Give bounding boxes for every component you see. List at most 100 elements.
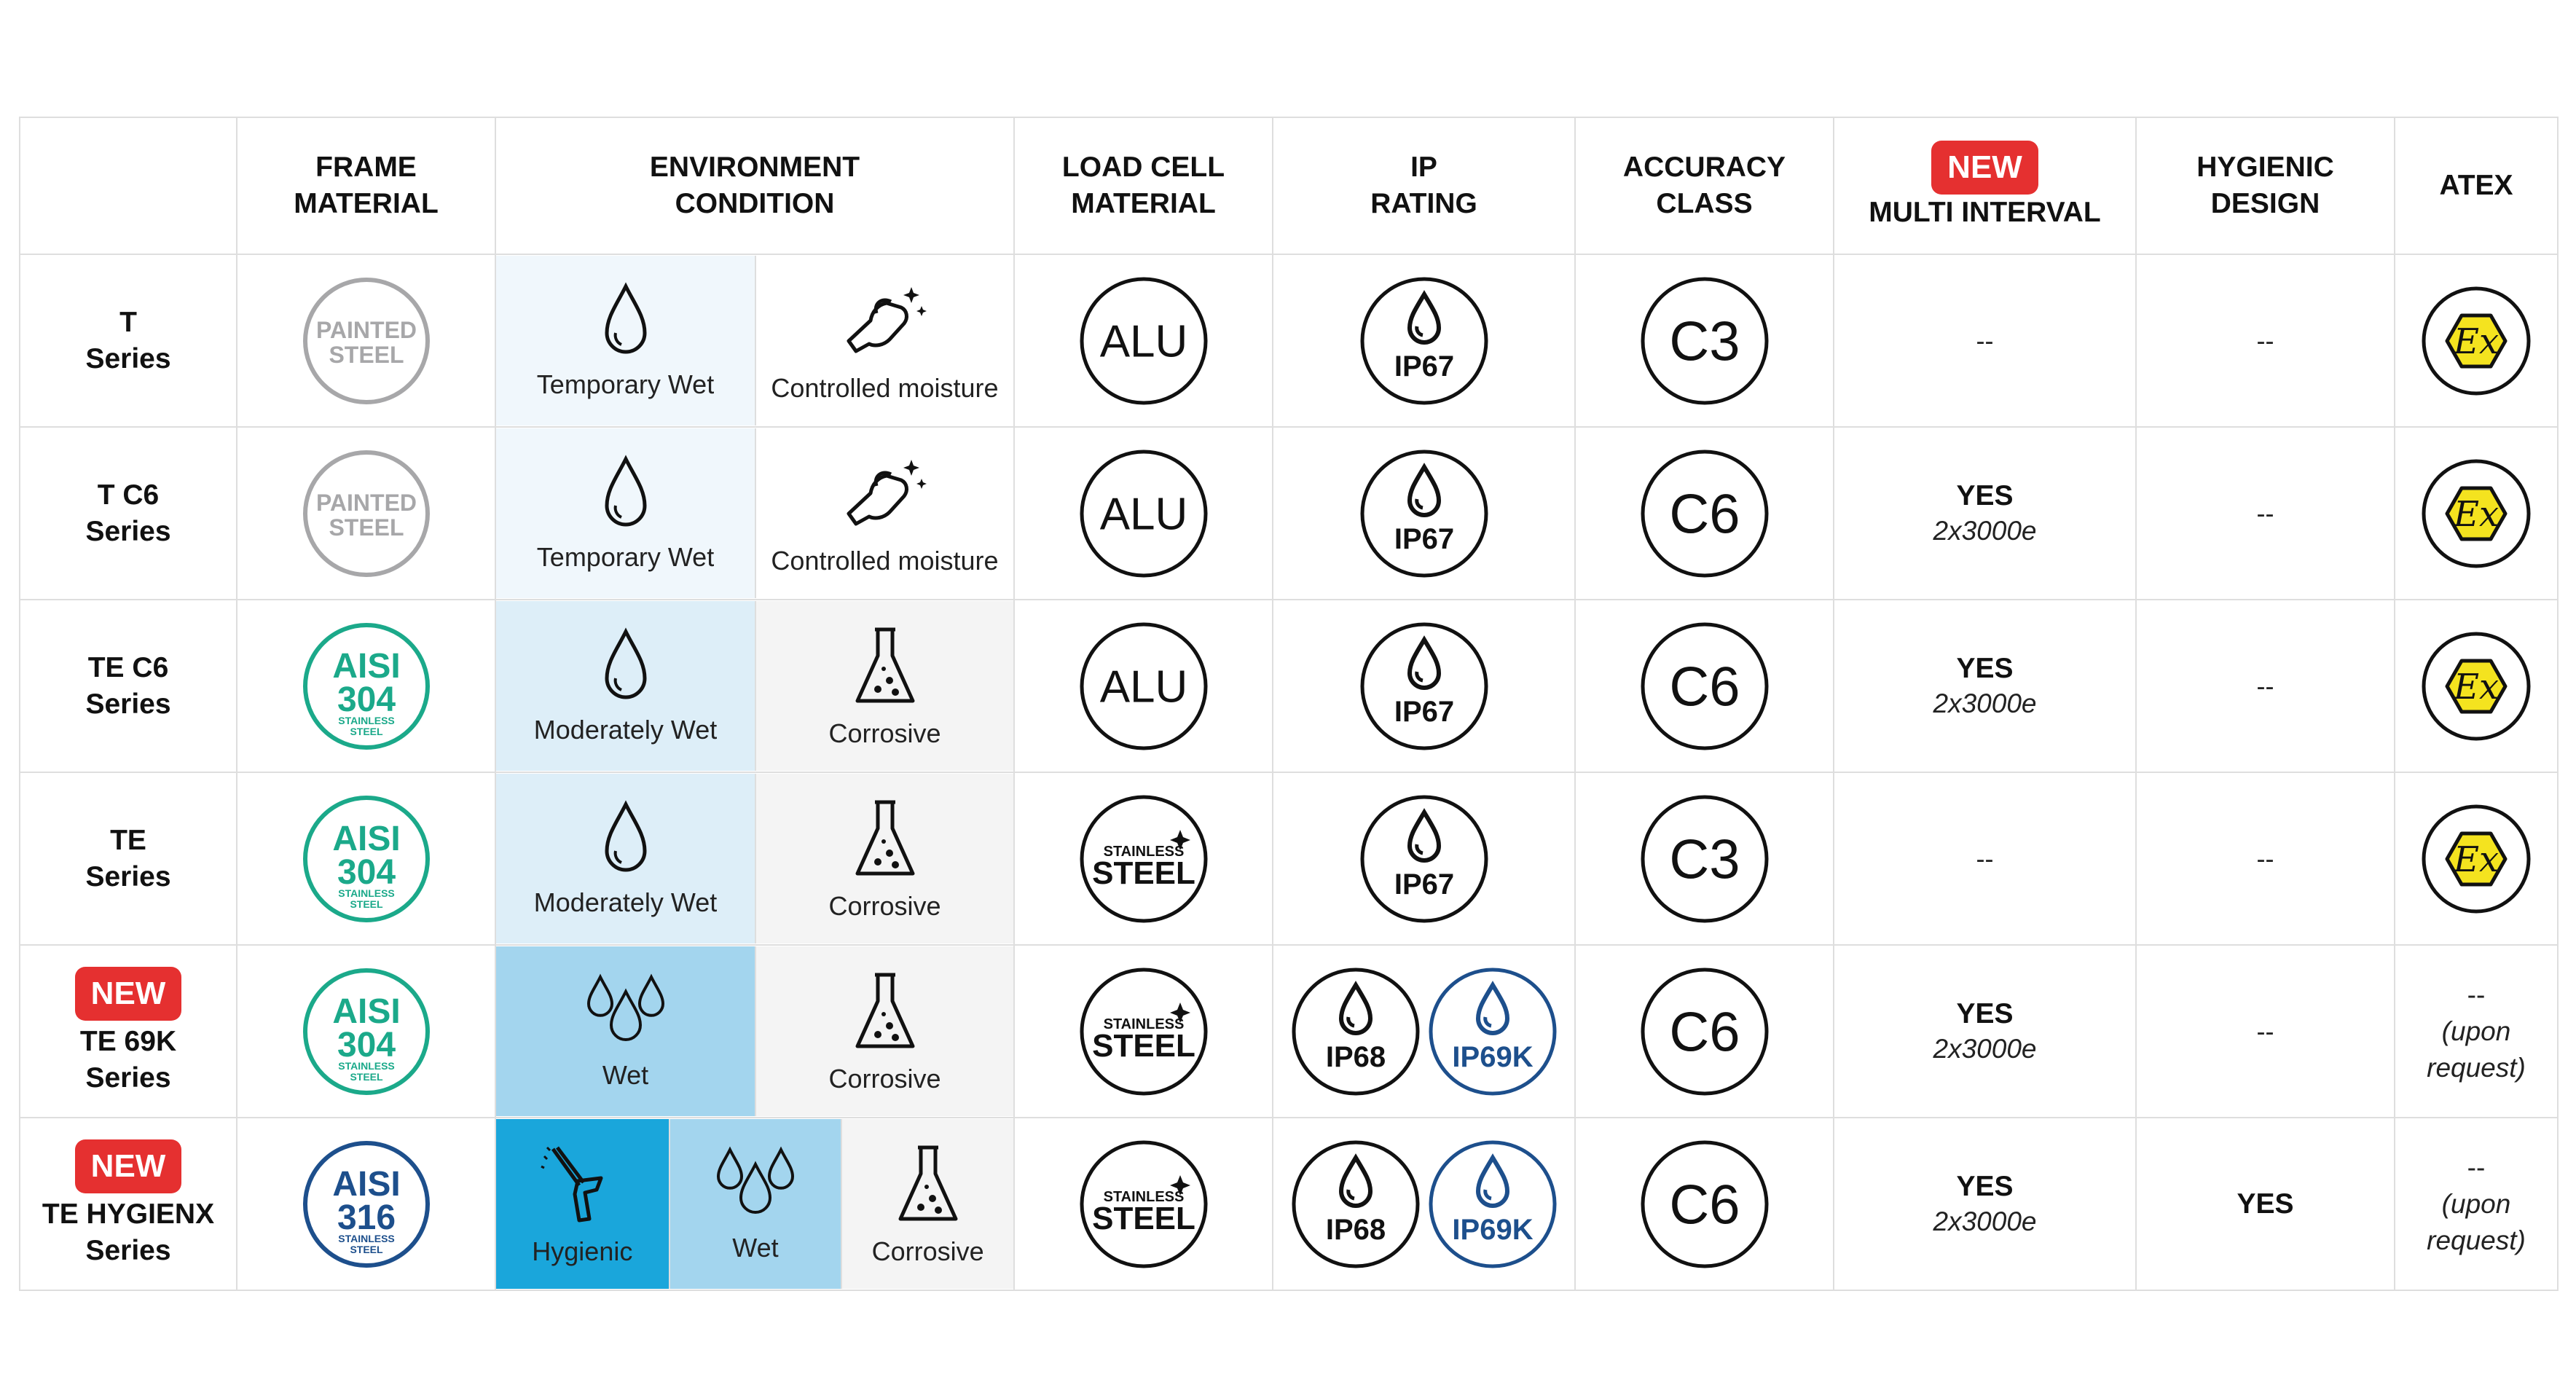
svg-text:STAINLESS: STAINLESS xyxy=(338,715,395,726)
atex-icon-wrap: Ex xyxy=(2395,804,2557,914)
series-cell: TE Series xyxy=(19,772,237,946)
env-cells: Wet Corrosive xyxy=(496,946,1013,1116)
ip68-icon: IP68 xyxy=(1292,1140,1419,1268)
flask-icon xyxy=(855,627,914,702)
env-label: Corrosive xyxy=(828,718,941,748)
header-ip-line2: RATING xyxy=(1370,188,1477,219)
table-row: T C6 Series PAINTED STEEL Temporary Wet … xyxy=(19,426,2559,600)
accuracy-class-cell: C6 xyxy=(1574,599,1834,773)
ip-rating-cell: IP67 xyxy=(1272,254,1576,428)
alu-icon: ALU xyxy=(1080,622,1207,750)
ip-rating-cell: IP67 xyxy=(1272,772,1576,946)
header-multi-label: MULTI INTERVAL xyxy=(1869,197,2101,228)
header-accuracy-line2: CLASS xyxy=(1656,188,1753,219)
atex-ex-icon: Ex xyxy=(2422,804,2531,913)
svg-text:STAINLESS: STAINLESS xyxy=(1103,1189,1184,1205)
frame-material-cell: AISI 304 STAINLESS STEEL xyxy=(236,772,496,946)
header-multi-interval: NEW MULTI INTERVAL xyxy=(1833,117,2137,255)
multi-interval-detail: 2x3000e xyxy=(1933,1033,2037,1064)
atex-ex-icon: Ex xyxy=(2422,459,2531,568)
load-cell-material-cell: ALU xyxy=(1013,254,1273,428)
ip67-icon: IP67 xyxy=(1360,450,1488,577)
hygienic-value: -- xyxy=(2256,498,2274,528)
header-hygienic-design: HYGIENIC DESIGN xyxy=(2135,117,2395,255)
svg-text:IP67: IP67 xyxy=(1394,868,1453,900)
svg-text:C6: C6 xyxy=(1669,1001,1740,1063)
header-atex-label: ATEX xyxy=(2439,170,2513,201)
env-condition: Controlled moisture xyxy=(755,256,1013,425)
header-accuracy-class: ACCURACY CLASS xyxy=(1574,117,1834,255)
alu-icon: ALU xyxy=(1080,277,1207,404)
svg-text:Ex: Ex xyxy=(2453,321,2499,362)
ip-rating-cell: IP67 xyxy=(1272,599,1576,773)
env-condition: Wet xyxy=(668,1119,841,1289)
drop-icon xyxy=(604,454,647,526)
env-label: Wet xyxy=(602,1059,649,1090)
multi-interval-detail: 2x3000e xyxy=(1933,1206,2037,1236)
series-suffix: Series xyxy=(85,1234,171,1266)
table-row: TE C6 Series AISI 304 STAINLESS STEEL Mo… xyxy=(19,599,2559,773)
ip-icons: IP68 IP69K xyxy=(1273,1139,1574,1270)
frame-material-cell: AISI 304 STAINLESS STEEL xyxy=(236,944,496,1118)
svg-text:STEEL: STEEL xyxy=(350,898,383,910)
env-label: Corrosive xyxy=(828,890,941,921)
header-ip-line1: IP xyxy=(1410,152,1437,183)
atex-request: request) xyxy=(2427,1052,2526,1083)
hygienic-value: -- xyxy=(2256,670,2274,701)
svg-text:Ex: Ex xyxy=(2453,839,2499,880)
atex-upon: (upon xyxy=(2441,1016,2511,1046)
svg-text:IP67: IP67 xyxy=(1394,350,1453,382)
svg-text:AISI: AISI xyxy=(332,820,400,858)
svg-text:STEEL: STEEL xyxy=(350,726,383,737)
atex-cell: Ex xyxy=(2394,599,2559,773)
env-cells: Moderately Wet Corrosive xyxy=(496,601,1013,771)
svg-text:STEEL: STEEL xyxy=(1092,855,1195,891)
environment-cell: Wet Corrosive xyxy=(495,944,1015,1118)
ip-rating-cell: IP67 xyxy=(1272,426,1576,600)
header-row: FRAME MATERIAL ENVIRONMENT CONDITION LOA… xyxy=(19,117,2559,255)
svg-text:AISI: AISI xyxy=(332,992,400,1031)
svg-text:ALU: ALU xyxy=(1099,316,1187,366)
multi-interval-cell: -- xyxy=(1833,254,2137,428)
accuracy-class-cell: C6 xyxy=(1574,426,1834,600)
ip67-icon: IP67 xyxy=(1360,622,1488,750)
header-loadcell-line2: MATERIAL xyxy=(1071,188,1216,219)
env-label: Temporary Wet xyxy=(536,541,715,572)
svg-text:ALU: ALU xyxy=(1099,662,1187,712)
header-atex: ATEX xyxy=(2394,117,2559,255)
env-label: Hygienic xyxy=(532,1236,633,1266)
series-cell: T C6 Series xyxy=(19,426,237,600)
aisi-304-icon: AISI 304 STAINLESS STEEL xyxy=(302,968,430,1095)
header-frame-line2: MATERIAL xyxy=(294,188,439,219)
env-condition: Temporary Wet xyxy=(496,428,755,598)
svg-text:PAINTED: PAINTED xyxy=(315,490,416,516)
series-cell: T Series xyxy=(19,254,237,428)
environment-cell: Moderately Wet Corrosive xyxy=(495,772,1015,946)
table-row: T Series PAINTED STEEL Temporary Wet Con… xyxy=(19,254,2559,428)
accuracy-c6-icon: C6 xyxy=(1641,968,1768,1095)
svg-text:304: 304 xyxy=(337,680,395,719)
header-load-cell-material: LOAD CELL MATERIAL xyxy=(1013,117,1273,255)
hygienic-value: -- xyxy=(2256,325,2274,356)
frame-material-cell: PAINTED STEEL xyxy=(236,426,496,600)
table-row: NEW TE HYGIENX Series AISI 316 STAINLESS… xyxy=(19,1117,2559,1291)
hygienic-design-cell: -- xyxy=(2135,426,2395,600)
svg-text:PAINTED: PAINTED xyxy=(315,317,416,343)
load-cell-material-cell: STAINLESS STEEL xyxy=(1013,772,1273,946)
svg-text:AISI: AISI xyxy=(332,647,400,686)
svg-text:C3: C3 xyxy=(1669,828,1740,890)
new-badge: NEW xyxy=(74,966,182,1021)
env-condition: Hygienic xyxy=(496,1119,669,1289)
atex-note: -- (upon request) xyxy=(2395,1150,2557,1259)
header-ip-rating: IP RATING xyxy=(1272,117,1576,255)
environment-cell: Moderately Wet Corrosive xyxy=(495,599,1015,773)
multi-interval-value: -- xyxy=(1976,325,1994,356)
series-name: TE HYGIENX xyxy=(42,1198,215,1230)
header-env-line1: ENVIRONMENT xyxy=(649,152,860,183)
header-hygienic-line2: DESIGN xyxy=(2210,188,2320,219)
accuracy-class-cell: C6 xyxy=(1574,1117,1834,1291)
ip-rating-cell: IP68 IP69K xyxy=(1272,1117,1576,1291)
env-condition: Corrosive xyxy=(755,601,1013,771)
painted-steel-icon: PAINTED STEEL xyxy=(302,450,430,577)
ip67-icon: IP67 xyxy=(1360,277,1488,404)
